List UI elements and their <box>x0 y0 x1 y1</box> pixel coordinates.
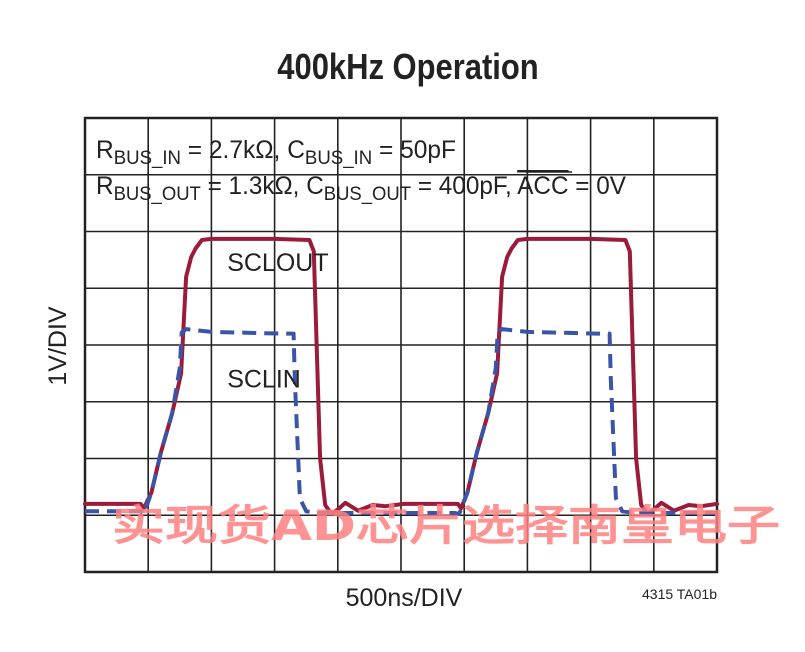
c-bus-out-value: = 400pF, <box>411 172 517 200</box>
c-bus-in-subscript: BUS_IN <box>305 148 372 169</box>
series-sclout-line <box>83 236 719 517</box>
y-axis-label: 1V/DIV <box>44 306 72 386</box>
annotation-line-1: RBUS_IN = 2.7kΩ, CBUS_IN = 50pF <box>96 136 456 169</box>
series-lines <box>83 236 719 517</box>
series-labels: SCLOUT SCLIN <box>227 249 328 393</box>
c-bus-out-subscript: BUS_OUT <box>324 184 412 205</box>
series-label-sclout: SCLOUT <box>227 249 328 277</box>
acc-value: = 0V <box>569 172 627 200</box>
chart-title: 400kHz Operation <box>277 48 538 88</box>
r-bus-in-subscript: BUS_IN <box>114 148 181 169</box>
watermark: 实现货AD芯片选择南皇电子 <box>112 501 780 550</box>
plot-frame <box>83 116 719 574</box>
x-axis-label: 500ns/DIV <box>346 584 463 612</box>
c-bus-out-symbol: C <box>306 172 324 200</box>
acc-symbol: ACC <box>517 172 568 200</box>
c-bus-in-value: = 50pF <box>372 136 456 164</box>
r-bus-in-symbol: R <box>96 136 114 164</box>
figure-id: 4315 TA01b <box>642 586 717 602</box>
r-bus-in-value: = 2.7kΩ, <box>181 136 287 164</box>
r-bus-out-subscript: BUS_OUT <box>114 184 202 205</box>
r-bus-out-value: = 1.3kΩ, <box>201 172 306 200</box>
series-sclin-line <box>85 327 717 517</box>
annotation-line-2: RBUS_OUT = 1.3kΩ, CBUS_OUT = 400pF, ACC … <box>96 172 626 205</box>
c-bus-in-symbol: C <box>287 136 305 164</box>
r-bus-out-symbol: R <box>96 172 114 200</box>
series-label-sclin: SCLIN <box>227 366 301 394</box>
